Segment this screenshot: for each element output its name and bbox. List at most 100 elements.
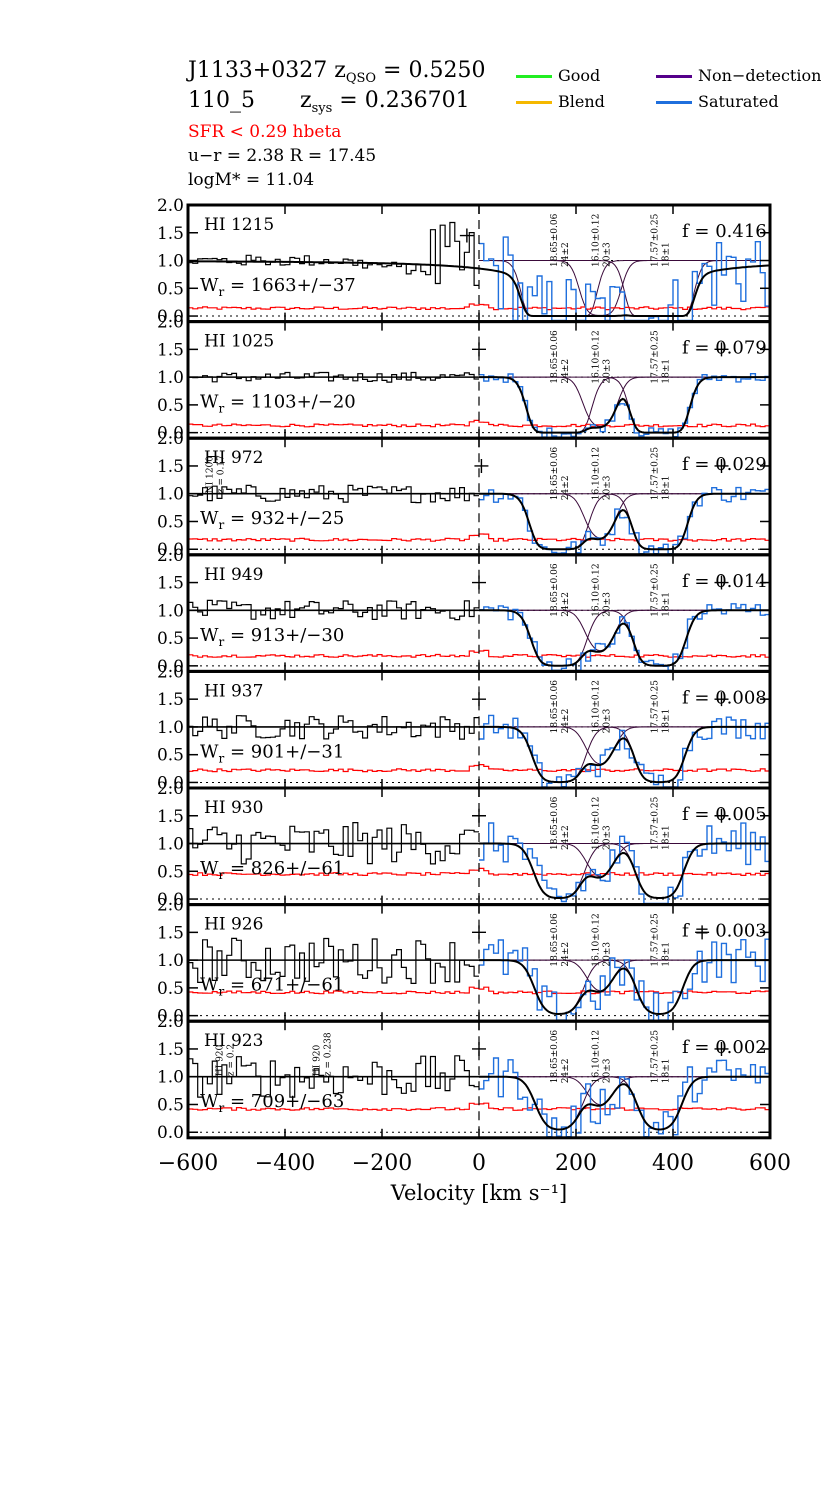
legend-good-swatch: [516, 75, 552, 78]
y-tick-label: 1.0: [157, 485, 184, 505]
blend-annotation-ion: HI 920: [312, 1044, 322, 1076]
wr-value: = 1663+/−37: [224, 275, 355, 296]
flux-spectrum: [188, 822, 479, 865]
y-tick-label: 0.5: [157, 862, 184, 882]
component-label-b: 20±3: [602, 708, 612, 733]
y-tick-label: 2.0: [157, 196, 184, 216]
y-tick-label: 1.5: [157, 224, 184, 244]
component-label-logn: 17.57±0.25: [650, 563, 660, 617]
component-label-logn: 16.10±0.12: [591, 214, 601, 267]
component-label-b: 20±3: [602, 825, 612, 850]
plus-marker: [459, 228, 474, 243]
saturated-flux-spectrum: [479, 1057, 770, 1138]
saturated-flux-spectrum: [479, 486, 770, 555]
y-tick-label: 0.5: [157, 746, 184, 766]
component-label-b: 20±3: [602, 942, 612, 967]
component-label-logn: 18.65±0.06: [550, 330, 560, 384]
component-label-logn: 17.57±0.25: [650, 913, 660, 967]
component-label-b: 20±3: [602, 359, 612, 384]
oscillator-strength-label: f = 0.005: [682, 804, 767, 825]
equivalent-width-label: Wr = 671+/−61: [200, 975, 344, 999]
plus-marker: [695, 925, 710, 940]
model-fit-line: [479, 725, 770, 784]
model-fit-line: [479, 492, 770, 551]
figure-header: J1133+0327 zQSO = 0.5250 110_5 zsys = 0.…: [0, 0, 830, 200]
oscillator-strength-label: f = 0.079: [682, 338, 767, 359]
panel-frame: [186, 1019, 772, 1140]
legend-nondetection-swatch: [656, 75, 692, 78]
x-tick-label: 400: [652, 1151, 694, 1176]
y-tick-label: 2.0: [157, 662, 184, 682]
wr-subscript: r: [219, 402, 225, 416]
model-fit-line: [479, 959, 770, 1016]
y-tick-label: 0.0: [157, 1123, 184, 1143]
component-label-b: 18±1: [661, 709, 671, 734]
component-label-b: 18±1: [661, 359, 671, 384]
panel-hi-923: 18.65±0.06 24±2 16.10±0.12 20±3 17.57±0.25 18…: [157, 1012, 772, 1143]
wr-symbol: W: [200, 741, 219, 762]
component-label-logn: 17.57±0.25: [650, 680, 660, 734]
plus-marker: [714, 692, 729, 707]
x-tick-label: 600: [749, 1151, 791, 1176]
stellar-mass-text: logM* = 11.04: [188, 170, 315, 190]
plus-marker: [714, 808, 729, 823]
y-tick-label: 1.0: [157, 601, 184, 621]
error-spectrum: [188, 419, 771, 428]
wr-value: = 1103+/−20: [224, 392, 355, 413]
plus-marker: [714, 458, 729, 473]
qso-name: J1133+0327: [188, 58, 328, 83]
x-tick-label: −200: [352, 1151, 412, 1176]
y-tick-label: 1.5: [157, 574, 184, 594]
wr-subscript: r: [219, 285, 225, 299]
blend-annotation-z: z = 0.2: [226, 1044, 236, 1076]
component-label-b: 24±2: [561, 825, 571, 850]
component-label-b: 18±1: [661, 825, 671, 850]
legend-good: Good: [516, 66, 600, 85]
y-tick-label: 0.5: [157, 396, 184, 416]
y-tick-label: 0.0: [157, 424, 184, 444]
wr-subscript: r: [219, 868, 225, 882]
blend-annotation-z: z = 0.17: [217, 455, 227, 493]
system-id: 110_5: [188, 88, 255, 113]
component-label-b: 18±1: [661, 242, 671, 267]
y-tick-label: 0.0: [157, 540, 184, 560]
wr-subscript: r: [219, 518, 225, 532]
y-tick-label: 1.5: [157, 807, 184, 827]
model-fit-line: [479, 609, 770, 667]
oscillator-strength-label: f = 0.002: [682, 1037, 767, 1058]
sys-z-value: = 0.236701: [332, 88, 470, 113]
panel-hi-1215: 18.65±0.06 24±2 16.10±0.12 20±3 17.57±0.25 18…: [157, 196, 772, 327]
wr-symbol: W: [200, 975, 219, 996]
panel-hi-926: 18.65±0.06 24±2 16.10±0.12 20±3 17.57±0.25 18…: [157, 896, 772, 1027]
component-label-logn: 16.10±0.12: [591, 447, 601, 500]
wr-symbol: W: [200, 275, 219, 296]
flux-spectrum: [188, 1055, 479, 1098]
y-tick-label: 0.5: [157, 1095, 184, 1115]
component-label-b: 20±3: [602, 475, 612, 500]
blend-annotation-ion: NI 1200: [206, 456, 216, 493]
saturated-flux-spectrum: [479, 822, 770, 905]
component-label-b: 24±2: [561, 359, 571, 384]
y-tick-label: 0.0: [157, 773, 184, 793]
y-tick-label: 1.0: [157, 252, 184, 272]
ion-label: HI 949: [204, 565, 263, 585]
y-tick-label: 0.0: [157, 1007, 184, 1027]
component-label-b: 18±1: [661, 1058, 671, 1083]
component-label-logn: 18.65±0.06: [550, 1030, 560, 1084]
wr-value: = 671+/−61: [224, 975, 344, 996]
wr-value: = 901+/−31: [224, 741, 344, 762]
oscillator-strength-label: f = 0.003: [682, 921, 767, 942]
component-label-logn: 18.65±0.06: [550, 213, 560, 267]
equivalent-width-label: Wr = 901+/−31: [200, 741, 344, 765]
sys-z-label: z: [300, 88, 312, 113]
wr-value: = 826+/−61: [224, 858, 344, 879]
color-magnitude-text: u−r = 2.38 R = 17.45: [188, 146, 377, 166]
plus-marker: [472, 1041, 486, 1056]
wr-symbol: W: [200, 508, 219, 529]
component-label-b: 18±1: [661, 475, 671, 500]
error-spectrum: [188, 764, 771, 773]
y-tick-label: 1.5: [157, 923, 184, 943]
y-tick-label: 0.0: [157, 890, 184, 910]
component-label-logn: 16.10±0.12: [591, 797, 601, 850]
